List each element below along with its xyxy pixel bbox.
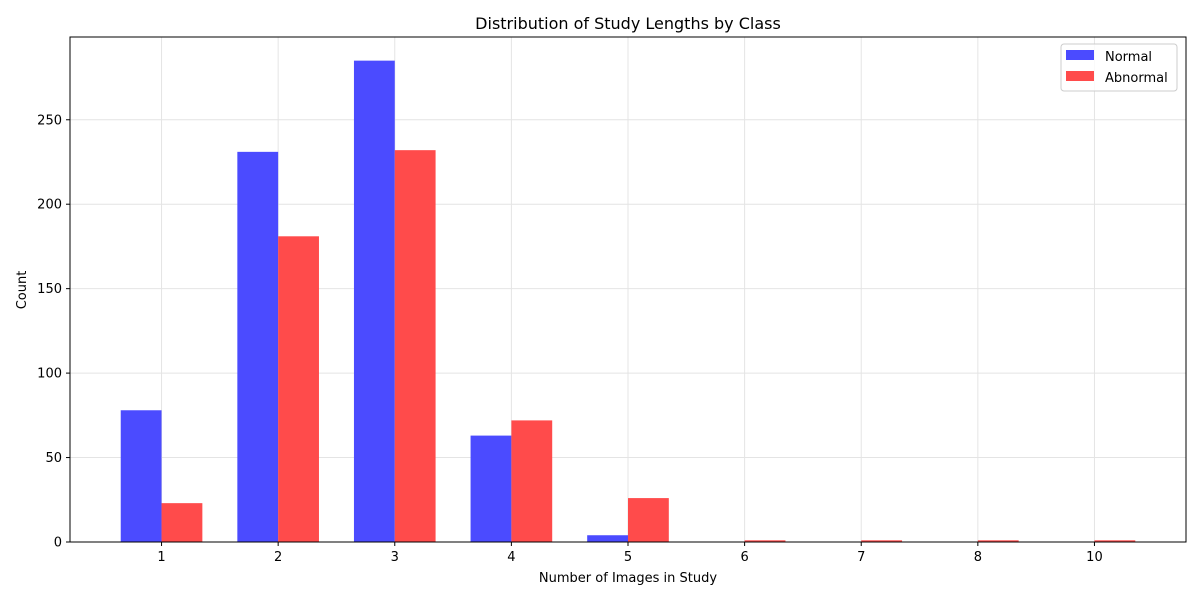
bars xyxy=(120,60,1136,543)
legend-label-normal: Normal xyxy=(1105,50,1152,65)
y-tick-label: 150 xyxy=(37,282,62,297)
bar-abnormal-2 xyxy=(278,236,319,542)
bar-normal-4 xyxy=(470,435,512,542)
legend-swatch-normal xyxy=(1066,50,1094,60)
y-axis: 0 50 100 150 200 250 xyxy=(37,113,70,551)
x-tick-label: 3 xyxy=(391,550,399,565)
x-tick-label: 1 xyxy=(157,550,165,565)
y-tick-label: 100 xyxy=(37,367,62,382)
x-tick-label: 4 xyxy=(507,550,515,565)
bar-abnormal-3 xyxy=(394,150,436,543)
bar-abnormal-6 xyxy=(744,540,786,542)
x-tick-label: 5 xyxy=(624,550,632,565)
x-tick-label: 7 xyxy=(857,550,865,565)
bar-abnormal-1 xyxy=(161,503,203,542)
y-tick-label: 250 xyxy=(37,113,62,128)
y-tick-label: 50 xyxy=(45,451,62,466)
y-tick-label: 200 xyxy=(37,198,62,213)
x-tick-label: 10 xyxy=(1086,550,1103,565)
legend-label-abnormal: Abnormal xyxy=(1105,71,1168,86)
y-axis-label: Count xyxy=(15,271,30,310)
bar-abnormal-8 xyxy=(977,540,1019,542)
bar-normal-2 xyxy=(237,151,279,543)
x-tick-label: 2 xyxy=(274,550,282,565)
bar-abnormal-7 xyxy=(861,540,903,542)
x-axis: 1 2 3 4 5 6 7 8 10 xyxy=(157,542,1103,565)
x-tick-label: 6 xyxy=(740,550,748,565)
chart-title: Distribution of Study Lengths by Class xyxy=(475,14,781,33)
bar-abnormal-5 xyxy=(628,498,669,542)
legend: Normal Abnormal xyxy=(1060,43,1178,92)
y-tick-label: 0 xyxy=(54,536,62,551)
bar-normal-5 xyxy=(587,535,628,542)
bar-normal-1 xyxy=(120,410,162,542)
x-tick-label: 8 xyxy=(974,550,982,565)
legend-swatch-abnormal xyxy=(1066,71,1094,81)
x-axis-label: Number of Images in Study xyxy=(539,571,717,586)
bar-abnormal-10 xyxy=(1094,540,1136,542)
bar-abnormal-4 xyxy=(511,420,553,542)
bar-normal-3 xyxy=(353,60,395,543)
